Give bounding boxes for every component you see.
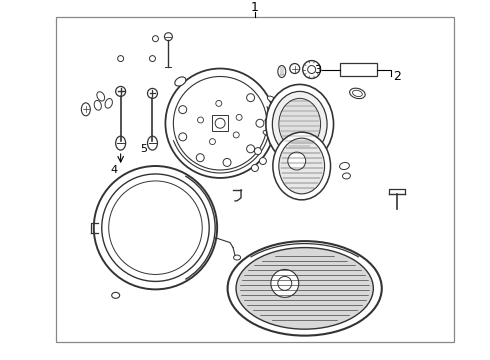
Text: 5: 5: [140, 144, 147, 154]
Ellipse shape: [263, 130, 272, 136]
Text: 2: 2: [393, 70, 401, 83]
Ellipse shape: [268, 96, 276, 103]
Ellipse shape: [278, 66, 286, 77]
Ellipse shape: [266, 85, 334, 164]
Ellipse shape: [265, 119, 275, 124]
Ellipse shape: [97, 92, 105, 101]
Circle shape: [290, 64, 300, 73]
Bar: [340, 63, 377, 76]
Ellipse shape: [94, 100, 101, 110]
Ellipse shape: [278, 113, 288, 120]
Circle shape: [254, 148, 261, 154]
Ellipse shape: [147, 136, 157, 150]
Circle shape: [147, 89, 157, 98]
Circle shape: [149, 55, 155, 62]
Circle shape: [196, 154, 204, 162]
Circle shape: [288, 152, 306, 170]
Bar: [212, 115, 228, 131]
Ellipse shape: [112, 292, 120, 298]
Circle shape: [165, 33, 172, 41]
Bar: [56, 17, 454, 342]
Ellipse shape: [272, 91, 327, 157]
Circle shape: [251, 165, 258, 171]
Ellipse shape: [175, 77, 186, 86]
Circle shape: [256, 119, 264, 127]
Circle shape: [303, 60, 320, 78]
Circle shape: [94, 166, 217, 289]
Ellipse shape: [227, 241, 382, 336]
Circle shape: [179, 105, 187, 114]
Circle shape: [271, 270, 299, 297]
Circle shape: [152, 36, 158, 42]
Circle shape: [259, 158, 267, 165]
Circle shape: [179, 133, 187, 141]
Text: 4: 4: [110, 165, 117, 175]
Circle shape: [223, 158, 231, 166]
Ellipse shape: [279, 98, 320, 150]
Ellipse shape: [350, 88, 365, 99]
Ellipse shape: [272, 103, 282, 109]
Circle shape: [116, 86, 125, 96]
Ellipse shape: [279, 138, 324, 194]
Ellipse shape: [105, 99, 112, 108]
Ellipse shape: [116, 136, 125, 150]
Circle shape: [166, 68, 275, 178]
Ellipse shape: [340, 162, 349, 170]
Text: 1: 1: [251, 1, 259, 14]
Ellipse shape: [273, 132, 331, 200]
Text: 3: 3: [315, 64, 321, 75]
Circle shape: [246, 94, 255, 102]
Circle shape: [246, 145, 255, 153]
Ellipse shape: [81, 103, 90, 116]
Ellipse shape: [234, 255, 241, 260]
Ellipse shape: [236, 248, 373, 329]
Ellipse shape: [275, 123, 285, 129]
Circle shape: [118, 55, 123, 62]
